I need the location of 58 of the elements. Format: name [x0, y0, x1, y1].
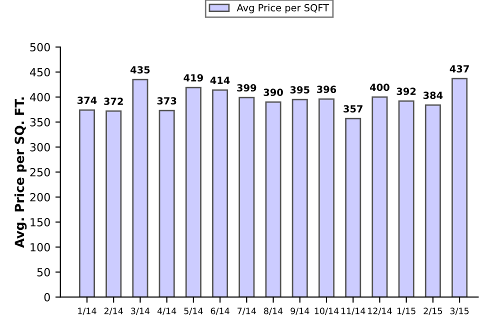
y-axis-title: Avg. Price per SQ. FT.: [14, 97, 27, 248]
y-tick-label: 500: [30, 43, 50, 52]
x-tick-label: 12/14: [368, 308, 392, 315]
bar: [238, 96, 255, 298]
x-tick-label: 1/15: [397, 308, 416, 315]
bar: [185, 86, 202, 298]
data-label: 419: [184, 74, 203, 82]
y-tick-label: 100: [30, 243, 50, 252]
x-tick-label: 3/14: [131, 308, 150, 315]
y-tick-label: 50: [37, 268, 50, 276]
data-label: 396: [316, 86, 336, 94]
x-tick-label: 10/14: [314, 308, 339, 315]
bar: [318, 98, 334, 298]
bar: [212, 89, 228, 298]
data-label: 400: [370, 84, 390, 92]
bar: [398, 100, 414, 298]
y-tick-label: 350: [30, 118, 50, 126]
x-tick-label: 8/14: [264, 308, 283, 315]
data-label: 395: [290, 86, 310, 94]
x-tick-label: 6/14: [210, 308, 230, 315]
x-tick-label: 7/14: [238, 308, 256, 315]
y-tick-label: 300: [30, 143, 50, 152]
data-label: 374: [77, 96, 97, 104]
y-tick-label: 400: [30, 93, 50, 102]
data-label: 399: [237, 84, 256, 92]
bar: [424, 104, 441, 298]
data-label: 437: [450, 65, 469, 72]
x-tick-label: 5/14: [184, 308, 203, 315]
data-label: 357: [344, 105, 362, 113]
x-tick-label: 4/14: [157, 308, 176, 315]
y-tick-label: 250: [30, 168, 50, 176]
x-tick-label: 11/14: [341, 308, 366, 315]
x-tick-label: 2/14: [104, 308, 123, 315]
bar: [78, 109, 95, 298]
x-tick-label: 3/15: [450, 308, 469, 315]
bar: [372, 96, 388, 298]
y-tick-label: 200: [30, 193, 50, 202]
data-label: 384: [423, 92, 443, 100]
bar: [132, 78, 148, 298]
data-label: 414: [210, 76, 230, 84]
legend-label: Avg Price per SQFT: [236, 4, 330, 14]
x-tick-label: 1/14: [78, 308, 96, 315]
data-label: 390: [264, 88, 283, 96]
bar: [345, 118, 362, 298]
bar: [265, 101, 282, 298]
y-tick-label: 450: [30, 68, 50, 76]
data-label: 392: [396, 88, 416, 96]
y-tick-label: 150: [30, 218, 50, 226]
bar: [452, 78, 468, 298]
bar: [106, 110, 122, 298]
data-label: 373: [157, 97, 176, 105]
data-label: 435: [130, 66, 150, 74]
bar: [158, 110, 175, 298]
x-tick-label: 9/14: [290, 308, 310, 315]
y-tick-label: 0: [44, 293, 50, 302]
x-tick-label: 2/15: [424, 308, 442, 315]
data-label: 372: [104, 98, 123, 106]
bar: [292, 98, 308, 298]
